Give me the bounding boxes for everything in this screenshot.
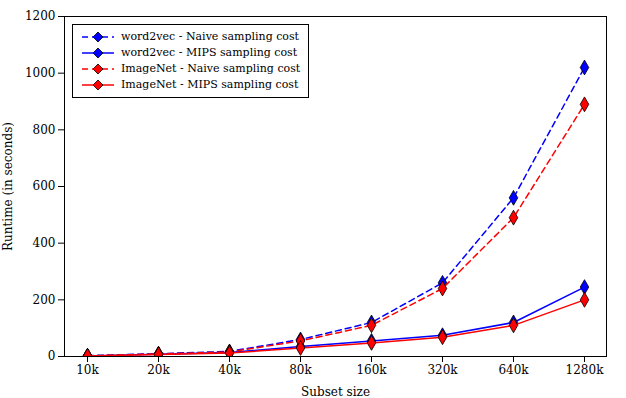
html-text:word2vec - Naive sampling cost: word2vec - Naive sampling cost [121, 30, 299, 43]
svg-text:400: 400 [33, 236, 56, 250]
svg-text:1280k: 1280k [566, 363, 605, 377]
svg-text:600: 600 [33, 179, 56, 193]
svg-text:640k: 640k [498, 363, 529, 377]
svg-text:Runtime (in seconds): Runtime (in seconds) [1, 122, 15, 251]
svg-text:40k: 40k [218, 363, 241, 377]
svg-text:200: 200 [33, 293, 56, 307]
svg-text:160k: 160k [356, 363, 387, 377]
svg-text:0: 0 [48, 349, 56, 363]
svg-text:20k: 20k [147, 363, 170, 377]
html-text:word2vec - MIPS sampling cost: word2vec - MIPS sampling cost [121, 46, 298, 59]
svg-text:800: 800 [33, 123, 56, 137]
svg-text:10k: 10k [76, 363, 99, 377]
svg-text:Subset size: Subset size [301, 385, 370, 398]
html-text:ImageNet - MIPS sampling cost: ImageNet - MIPS sampling cost [121, 78, 299, 91]
svg-text:320k: 320k [427, 363, 458, 377]
svg-text:1000: 1000 [25, 66, 56, 80]
svg-text:1200: 1200 [25, 9, 56, 23]
html-text:ImageNet - Naive sampling cost: ImageNet - Naive sampling cost [121, 62, 301, 75]
svg-text:80k: 80k [289, 363, 312, 377]
